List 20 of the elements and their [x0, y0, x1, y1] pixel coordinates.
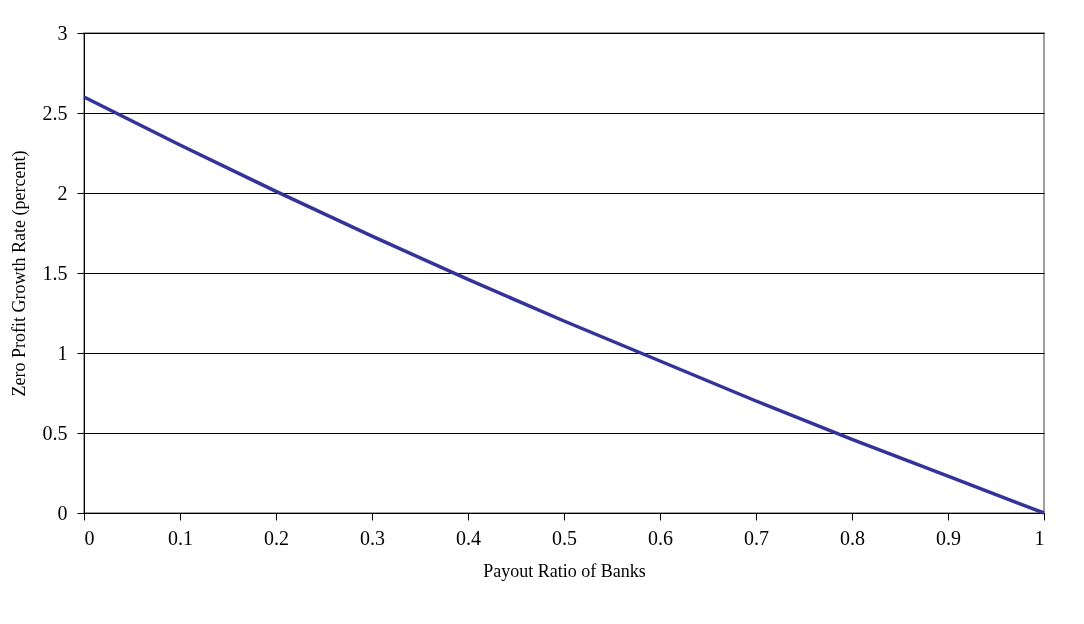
- x-tick-label: 0.4: [456, 526, 481, 549]
- x-tick-label: 1: [1034, 526, 1045, 549]
- x-axis-title: Payout Ratio of Banks: [483, 560, 646, 581]
- y-tick-label: 2: [57, 181, 68, 204]
- x-tick-label: 0.8: [840, 526, 865, 549]
- y-tick-label: 2.5: [42, 101, 68, 124]
- x-tick-label: 0.7: [744, 526, 769, 549]
- y-tick-label: 0: [57, 501, 68, 524]
- y-tick-label: 1: [57, 341, 68, 364]
- y-axis-title: Zero Profit Growth Rate (percent): [8, 150, 30, 397]
- x-tick-label: 0.2: [264, 526, 289, 549]
- x-tick-label: 0.1: [168, 526, 193, 549]
- x-tick-label: 0.5: [552, 526, 577, 549]
- y-tick-label: 0.5: [42, 421, 68, 444]
- x-tick-label: 0.6: [648, 526, 673, 549]
- y-tick-label: 1.5: [42, 261, 68, 284]
- x-tick-label: 0.9: [936, 526, 961, 549]
- y-tick-label: 3: [57, 21, 68, 44]
- x-tick-label: 0.3: [360, 526, 385, 549]
- x-tick-label: 0: [84, 526, 95, 549]
